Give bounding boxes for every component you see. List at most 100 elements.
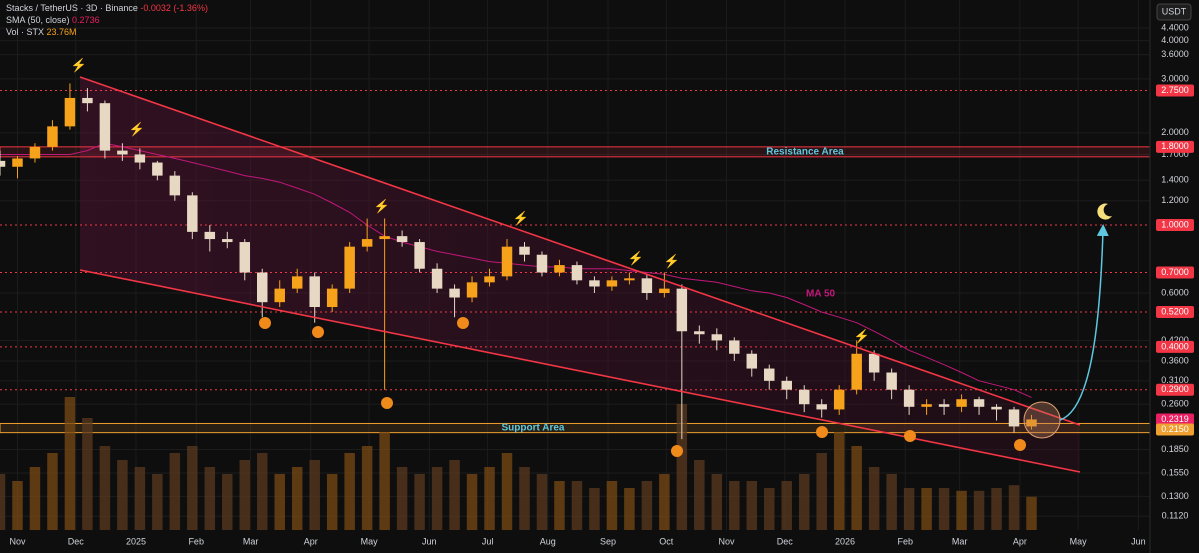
volume-bar xyxy=(676,404,688,530)
candle-body xyxy=(729,340,740,354)
volume-bar xyxy=(169,453,181,530)
y-tick-label: 0.1120 xyxy=(1162,511,1189,521)
fire-icon xyxy=(457,317,469,329)
candle-body xyxy=(344,246,355,289)
y-tick-label: 3.6000 xyxy=(1161,49,1189,59)
lightning-icon: ⚡ xyxy=(854,328,870,344)
candle-body xyxy=(1008,409,1020,427)
highlight-circle xyxy=(1023,401,1061,439)
level-tag xyxy=(1156,306,1194,319)
candle-body xyxy=(956,399,967,407)
x-tick-label: May xyxy=(1070,536,1088,546)
x-tick-label: Dec xyxy=(777,536,794,546)
volume-bar xyxy=(414,474,425,530)
ma-line xyxy=(0,142,1032,398)
moon-icon xyxy=(1097,203,1112,220)
level-label: 0.4000 xyxy=(1161,341,1189,351)
y-tick-label: 1.7000 xyxy=(1161,149,1189,159)
x-tick-label: Jun xyxy=(1131,536,1146,546)
legend-volume: Vol · STX 23.76M xyxy=(6,27,77,37)
candle-body xyxy=(204,231,216,240)
volume-bar xyxy=(938,488,950,530)
volume-bar xyxy=(12,481,23,530)
volume-bar xyxy=(82,418,93,530)
candle-body xyxy=(326,288,338,308)
volume-bar xyxy=(536,474,548,530)
candle-body xyxy=(781,380,792,390)
x-tick-label: Nov xyxy=(9,536,26,546)
volume-bar xyxy=(624,488,635,530)
volume-bar xyxy=(903,488,915,530)
x-tick-label: Sep xyxy=(600,536,616,546)
volume-bar xyxy=(956,490,967,530)
x-tick-label: Mar xyxy=(952,536,968,546)
candle-body xyxy=(361,239,373,247)
level-label: 0.5200 xyxy=(1161,306,1189,316)
volume-bar xyxy=(816,453,827,530)
candle-body xyxy=(711,334,723,341)
volume-bar xyxy=(187,446,198,530)
volume-bar xyxy=(991,488,1002,530)
volume-bar xyxy=(326,474,338,530)
candle-body xyxy=(274,288,285,303)
icons: ⚡ ⚡ ⚡ ⚡ ⚡ ⚡ ⚡ xyxy=(71,57,1112,457)
projection-arrow xyxy=(1059,224,1109,421)
upper-trendline xyxy=(79,76,1081,426)
y-tick-label: 0.1300 xyxy=(1161,491,1189,501)
x-tick-label: Apr xyxy=(304,536,318,546)
y-tick-label: 1.2000 xyxy=(1161,195,1189,205)
level-tag xyxy=(1156,423,1194,436)
zone-label: Resistance Area xyxy=(766,146,844,157)
y-tick-label: 0.1850 xyxy=(1161,444,1189,454)
fire-icon xyxy=(1014,439,1026,451)
candle-body xyxy=(431,268,443,289)
volume-bar xyxy=(309,460,320,530)
lightning-icon: ⚡ xyxy=(129,121,145,137)
level-label: 0.2900 xyxy=(1161,384,1189,394)
currency-label[interactable]: USDT xyxy=(1162,6,1187,16)
volume-bar xyxy=(973,490,985,530)
volume-bar xyxy=(361,446,373,530)
y-tick-label: 3.0000 xyxy=(1161,73,1189,83)
candle-body xyxy=(152,162,163,176)
volume-pane xyxy=(0,397,1037,530)
candle-body xyxy=(239,242,251,273)
volume-bar xyxy=(501,453,513,530)
volume-bar xyxy=(29,467,41,530)
volume-bar xyxy=(484,467,495,530)
volume-bar xyxy=(64,397,76,530)
fire-icon xyxy=(816,426,828,438)
lightning-icon: ⚡ xyxy=(664,253,680,269)
candle-body xyxy=(12,158,23,167)
candle-body xyxy=(466,282,478,298)
candle-body xyxy=(903,389,915,407)
candle-body xyxy=(938,404,950,407)
candle-body xyxy=(379,236,390,240)
indicator-value: 0.2736 xyxy=(72,15,100,25)
volume-bar xyxy=(291,467,303,530)
y-tick-label: 2.0000 xyxy=(1161,127,1189,137)
candle-body xyxy=(798,389,810,405)
volume-bar xyxy=(781,481,792,530)
indicator-name: SMA (50, close) xyxy=(6,15,70,25)
candle-body xyxy=(396,236,408,243)
volume-bar xyxy=(134,467,146,530)
fire-icon xyxy=(671,445,683,457)
volume-bar xyxy=(886,474,897,530)
candle-body xyxy=(169,175,181,196)
y-tick-label: 1.4000 xyxy=(1161,175,1189,185)
candle-body xyxy=(257,272,268,303)
level-tag xyxy=(1156,383,1194,396)
level-label: 2.7500 xyxy=(1161,85,1189,95)
y-tick-label: 0.3600 xyxy=(1161,355,1189,365)
legend-title: Stacks / TetherUS · 3D · Binance -0.0032… xyxy=(6,3,208,13)
candle-body xyxy=(851,353,862,390)
currency-button[interactable] xyxy=(1156,3,1192,21)
lightning-icon: ⚡ xyxy=(71,57,87,73)
fire-icon xyxy=(312,326,324,338)
y-tick-label: 0.2600 xyxy=(1161,399,1189,409)
volume-bar xyxy=(449,460,460,530)
x-tick-label: Oct xyxy=(659,536,674,546)
candle-body xyxy=(571,265,583,281)
